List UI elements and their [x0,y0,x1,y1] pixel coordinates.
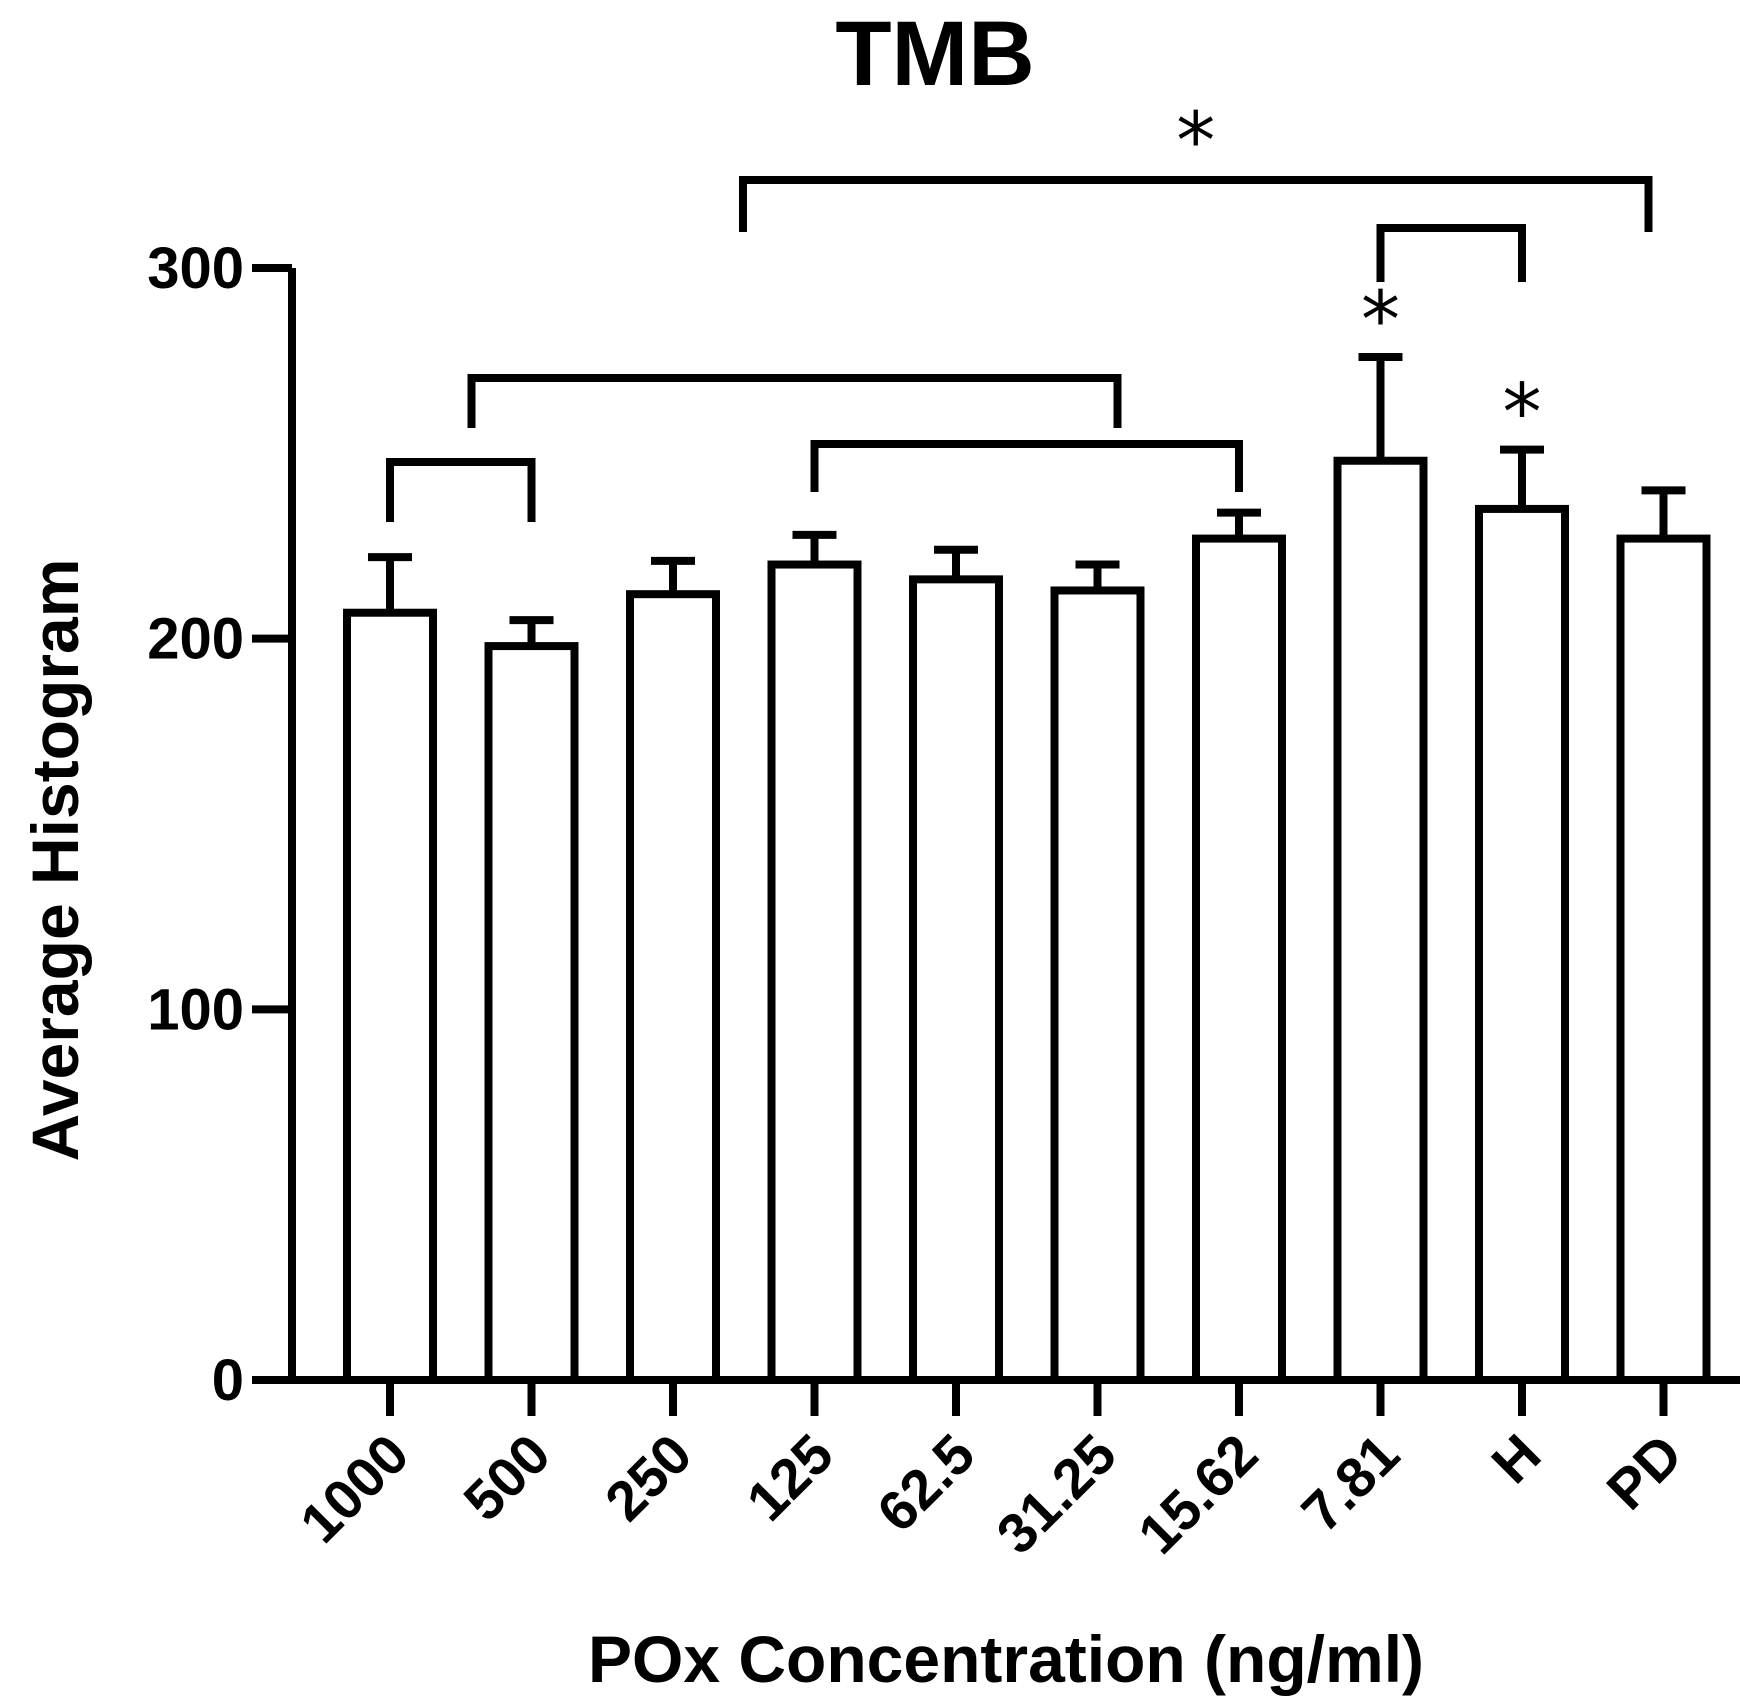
significance-bracket [467,374,1122,428]
bar [1333,456,1428,1385]
x-tick-label: PD [1594,1422,1694,1522]
bar [1616,534,1711,1384]
y-tick-label: 200 [147,607,244,672]
chart-title: TMB [835,3,1034,105]
significance-bracket [739,176,1653,232]
significance-bracket [810,440,1243,492]
significance-bracket [386,458,536,522]
y-ticks: 0 100 200 300 [147,236,292,1413]
bar [484,642,579,1384]
x-tick-label: 125 [734,1422,845,1533]
bar [1475,504,1569,1384]
bar-significance-star: * [1503,369,1542,459]
error-bars [368,352,1686,647]
y-tick-label: 100 [147,977,244,1042]
significance-brackets: * * * [386,97,1653,522]
x-tick-label: 15.62 [1126,1422,1270,1566]
x-tick-label: 250 [593,1422,704,1533]
x-tick-label: 1000 [288,1422,421,1555]
x-tick-label: 31.25 [984,1422,1128,1566]
significance-star: * [1176,97,1215,187]
bar [909,575,1003,1384]
bar [343,608,437,1384]
significance-bracket [1376,224,1526,282]
x-tick-label: H [1479,1422,1552,1495]
x-axis-label: POx Concentration (ng/ml) [588,1622,1424,1696]
bar [626,590,720,1384]
bar [1192,534,1286,1384]
x-tick-label: 500 [451,1422,562,1533]
y-tick-label: 0 [212,1348,244,1413]
y-axis-label: Average Histogram [18,559,92,1162]
bar [767,560,862,1384]
x-tick-label: 7.81 [1289,1422,1411,1544]
y-tick-label: 300 [147,236,244,301]
x-tick-label: 62.5 [865,1422,987,1544]
bar [1050,586,1145,1384]
bars [343,456,1711,1385]
bar-significance-star: * [1361,276,1400,366]
